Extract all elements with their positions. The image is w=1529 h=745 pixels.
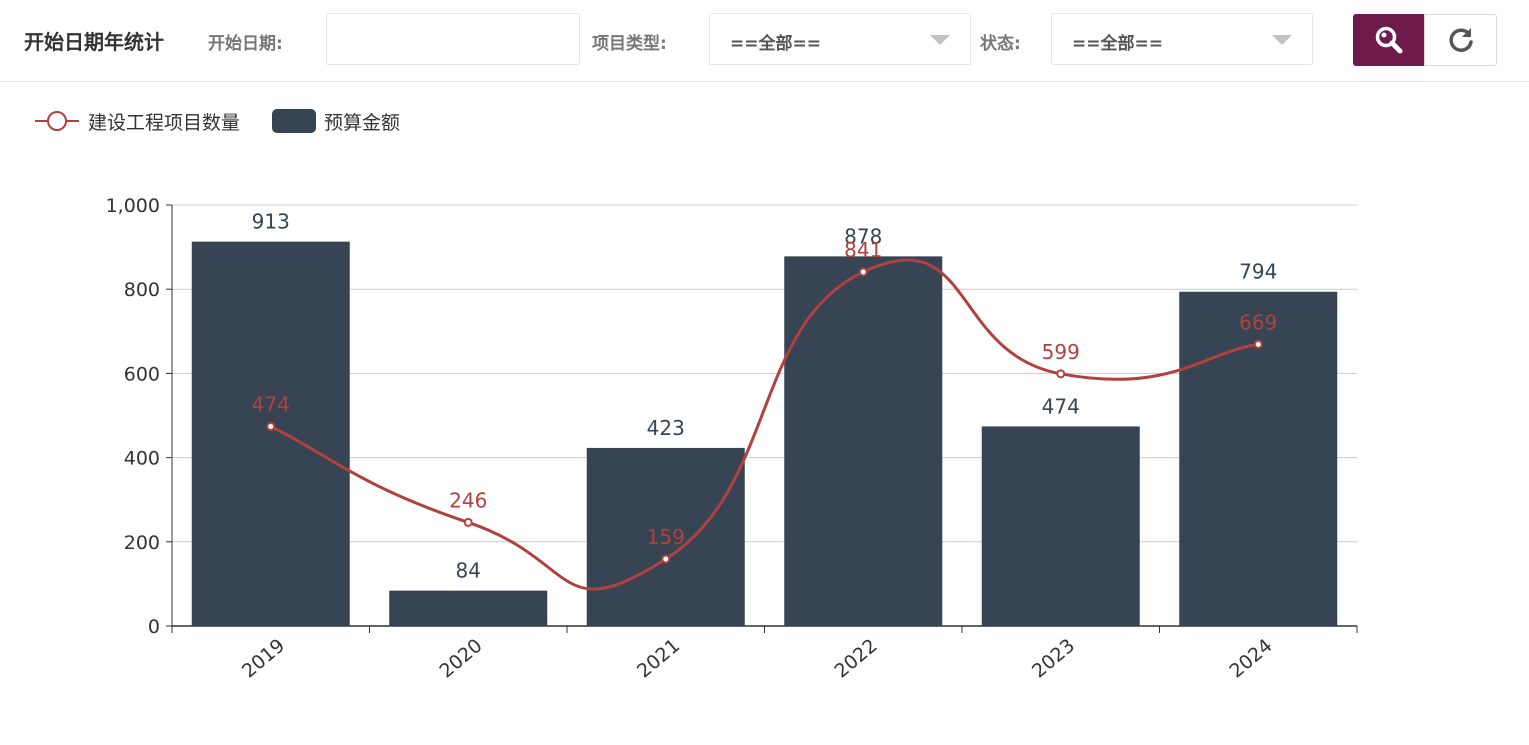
page-title: 开始日期年统计 [24,30,164,54]
start-date-label: 开始日期: [208,34,283,54]
bar [586,447,745,626]
y-tick-label: 400 [124,448,160,470]
y-tick-label: 0 [148,616,160,638]
x-tick-label: 2019 [238,635,289,683]
line-point [463,517,473,527]
line-value-label: 159 [647,525,685,549]
legend-line-marker [35,111,79,131]
y-tick-label: 600 [124,363,160,385]
legend-bar-marker [272,109,316,133]
bar [389,590,548,626]
line-value-label: 669 [1239,310,1277,334]
bar [784,256,943,626]
project-type-select[interactable]: ==全部== [709,13,971,65]
project-type-label: 项目类型: [592,34,667,54]
bar-value-label: 878 [844,224,882,248]
bar [191,241,350,626]
legend-item-line[interactable]: 建设工程项目数量 [34,104,240,138]
x-tick-label: 2024 [1225,635,1276,683]
y-tick-label: 200 [124,532,160,554]
line-value-label: 474 [252,392,290,416]
start-date-input[interactable] [326,13,580,65]
bar-value-label: 794 [1239,260,1277,284]
x-tick-label: 2020 [435,635,486,683]
status-select[interactable]: ==全部== [1051,13,1313,65]
project-type-selected: ==全部== [730,34,821,54]
search-icon [1375,26,1403,54]
line-point [1253,339,1263,349]
bar-value-label: 84 [456,559,481,583]
bar-value-label: 913 [252,210,290,234]
line-value-label: 841 [844,238,882,262]
filter-toolbar: 开始日期年统计 开始日期: 项目类型: ==全部== 状态: ==全部== [0,0,1529,82]
legend-label-line: 建设工程项目数量 [88,111,241,134]
line-value-label: 246 [449,488,487,512]
y-tick-label: 800 [124,279,160,301]
line-point [266,421,276,431]
line-point [858,267,868,277]
legend-item-bar[interactable]: 预算金额 [272,104,400,138]
status-selected: ==全部== [1072,34,1163,54]
x-tick-label: 2022 [830,635,881,683]
search-button[interactable] [1353,14,1425,66]
x-tick-label: 2021 [633,635,684,683]
y-tick-label: 1,000 [106,195,160,217]
status-label: 状态: [980,34,1021,54]
bar-value-label: 423 [647,416,685,440]
chevron-down-icon [1272,35,1292,45]
combo-chart: 0 200 400 600 800 1,000 2019 2020 2021 2022 2023 20… [106,195,1358,683]
bar-value-label: 474 [1042,394,1080,418]
reset-button[interactable] [1424,14,1497,66]
x-tick-label: 2023 [1028,635,1079,683]
bar [981,426,1140,626]
legend-label-bar: 预算金额 [324,111,401,134]
refresh-icon [1448,28,1473,52]
chevron-down-icon [930,35,950,45]
line-value-label: 599 [1042,340,1080,364]
line-point [1056,369,1066,379]
line-point [661,554,671,564]
